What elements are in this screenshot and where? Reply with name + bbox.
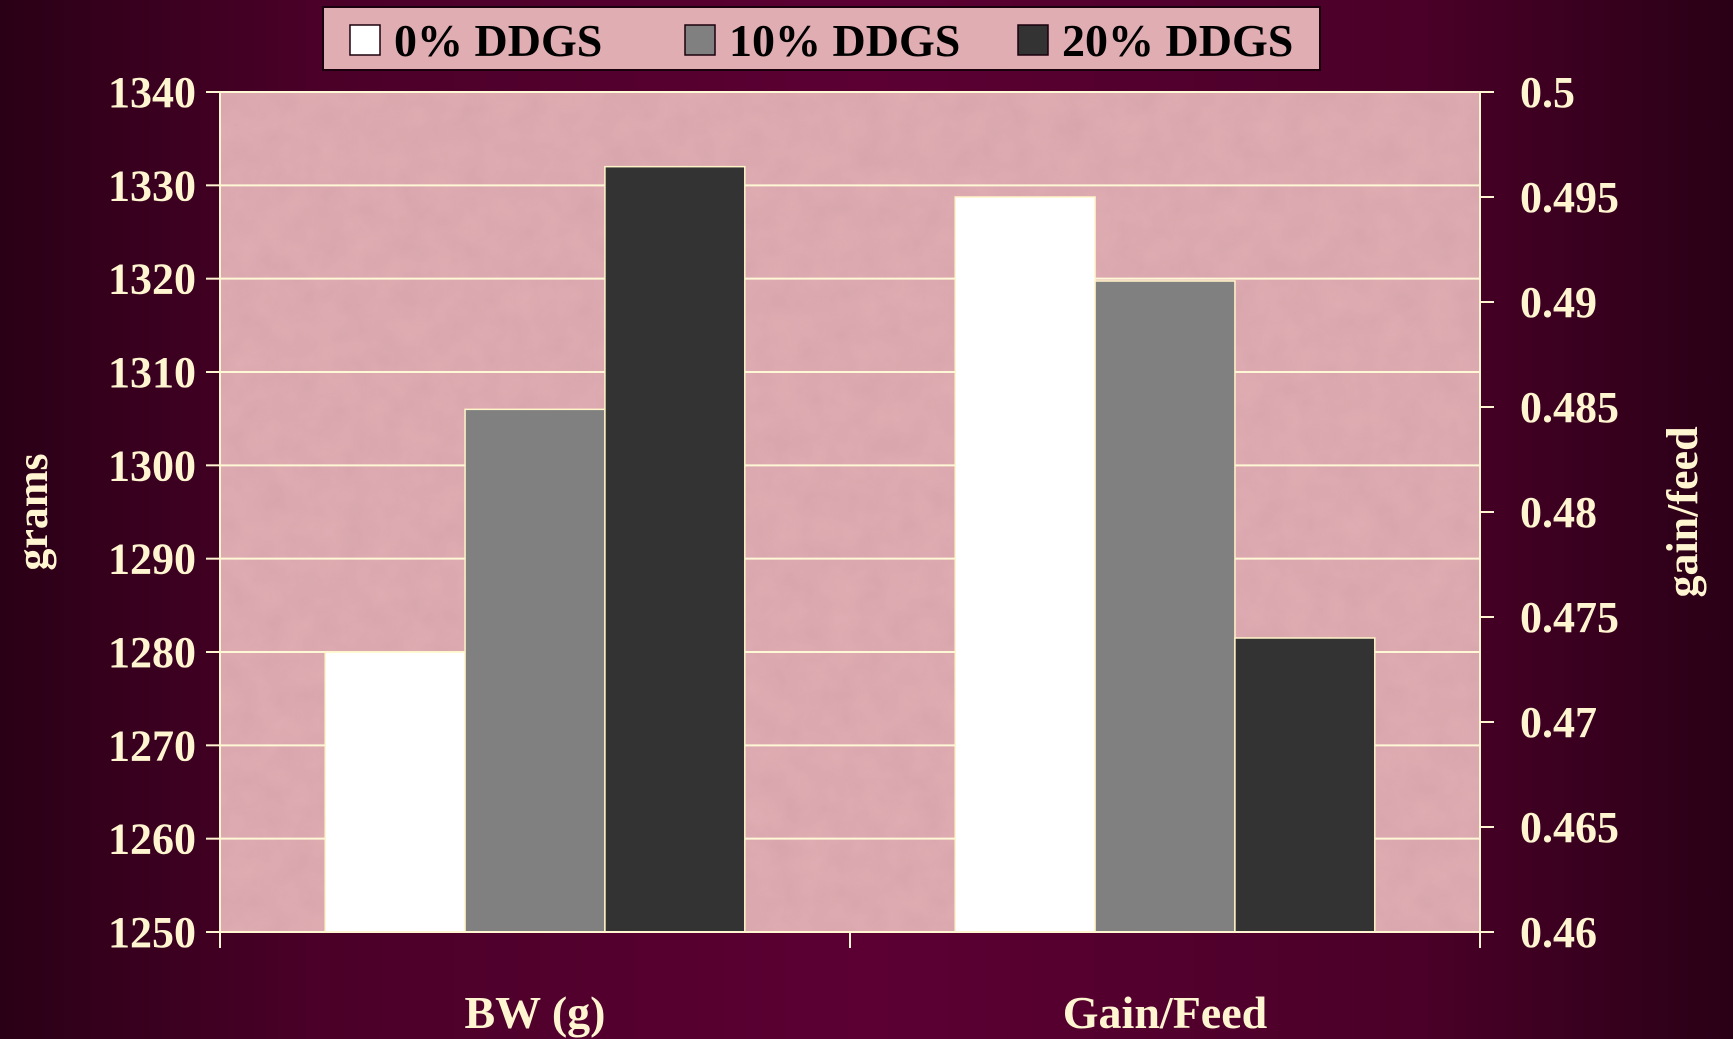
right-tick-label: 0.5 bbox=[1520, 68, 1575, 117]
right-axis-tick-labels: 0.46 0.465 0.47 0.475 0.48 0.485 0.49 0.495 0.5 bbox=[1520, 68, 1619, 957]
left-tick-label: 1320 bbox=[108, 255, 196, 304]
left-tick-label: 1310 bbox=[108, 348, 196, 397]
right-tick-label: 0.465 bbox=[1520, 803, 1619, 852]
left-tick-label: 1330 bbox=[108, 161, 196, 210]
right-tick-label: 0.49 bbox=[1520, 278, 1597, 327]
right-axis-title: gain/feed bbox=[1658, 426, 1707, 597]
legend-swatch bbox=[349, 24, 381, 56]
left-axis-title: grams bbox=[8, 453, 57, 570]
axes bbox=[206, 91, 1494, 948]
bar bbox=[464, 408, 606, 933]
gridlines bbox=[220, 91, 1480, 840]
right-tick-label: 0.485 bbox=[1520, 383, 1619, 432]
left-tick-label: 1290 bbox=[108, 535, 196, 584]
left-tick-label: 1280 bbox=[108, 628, 196, 677]
category-label: BW (g) bbox=[465, 987, 606, 1038]
legend-swatch bbox=[684, 24, 716, 56]
left-tick-label: 1340 bbox=[108, 68, 196, 117]
legend-label: 10% DDGS bbox=[729, 15, 960, 66]
left-tick-label: 1260 bbox=[108, 815, 196, 864]
right-tick-label: 0.475 bbox=[1520, 593, 1619, 642]
bars bbox=[324, 165, 1376, 933]
right-tick-label: 0.47 bbox=[1520, 698, 1597, 747]
legend-swatch bbox=[1017, 24, 1049, 56]
right-tick-label: 0.46 bbox=[1520, 908, 1597, 957]
left-tick-label: 1270 bbox=[108, 721, 196, 770]
bar bbox=[324, 651, 466, 933]
bar bbox=[1234, 637, 1376, 933]
left-tick-label: 1300 bbox=[108, 441, 196, 490]
right-tick-label: 0.48 bbox=[1520, 488, 1597, 537]
legend-box bbox=[322, 6, 1321, 71]
legend: 0% DDGS 10% DDGS 20% DDGS bbox=[322, 6, 1321, 71]
left-tick-label: 1250 bbox=[108, 908, 196, 957]
category-label: Gain/Feed bbox=[1063, 987, 1268, 1038]
category-labels: BW (g) Gain/Feed bbox=[465, 987, 1268, 1038]
legend-label: 20% DDGS bbox=[1062, 15, 1293, 66]
legend-label: 0% DDGS bbox=[394, 15, 602, 66]
bar bbox=[954, 196, 1096, 933]
right-tick-label: 0.495 bbox=[1520, 173, 1619, 222]
left-axis-tick-labels: 1250 1260 1270 1280 1290 1300 1310 1320 1330 1340 bbox=[108, 68, 196, 957]
bar bbox=[604, 165, 746, 933]
bar bbox=[1094, 280, 1236, 933]
